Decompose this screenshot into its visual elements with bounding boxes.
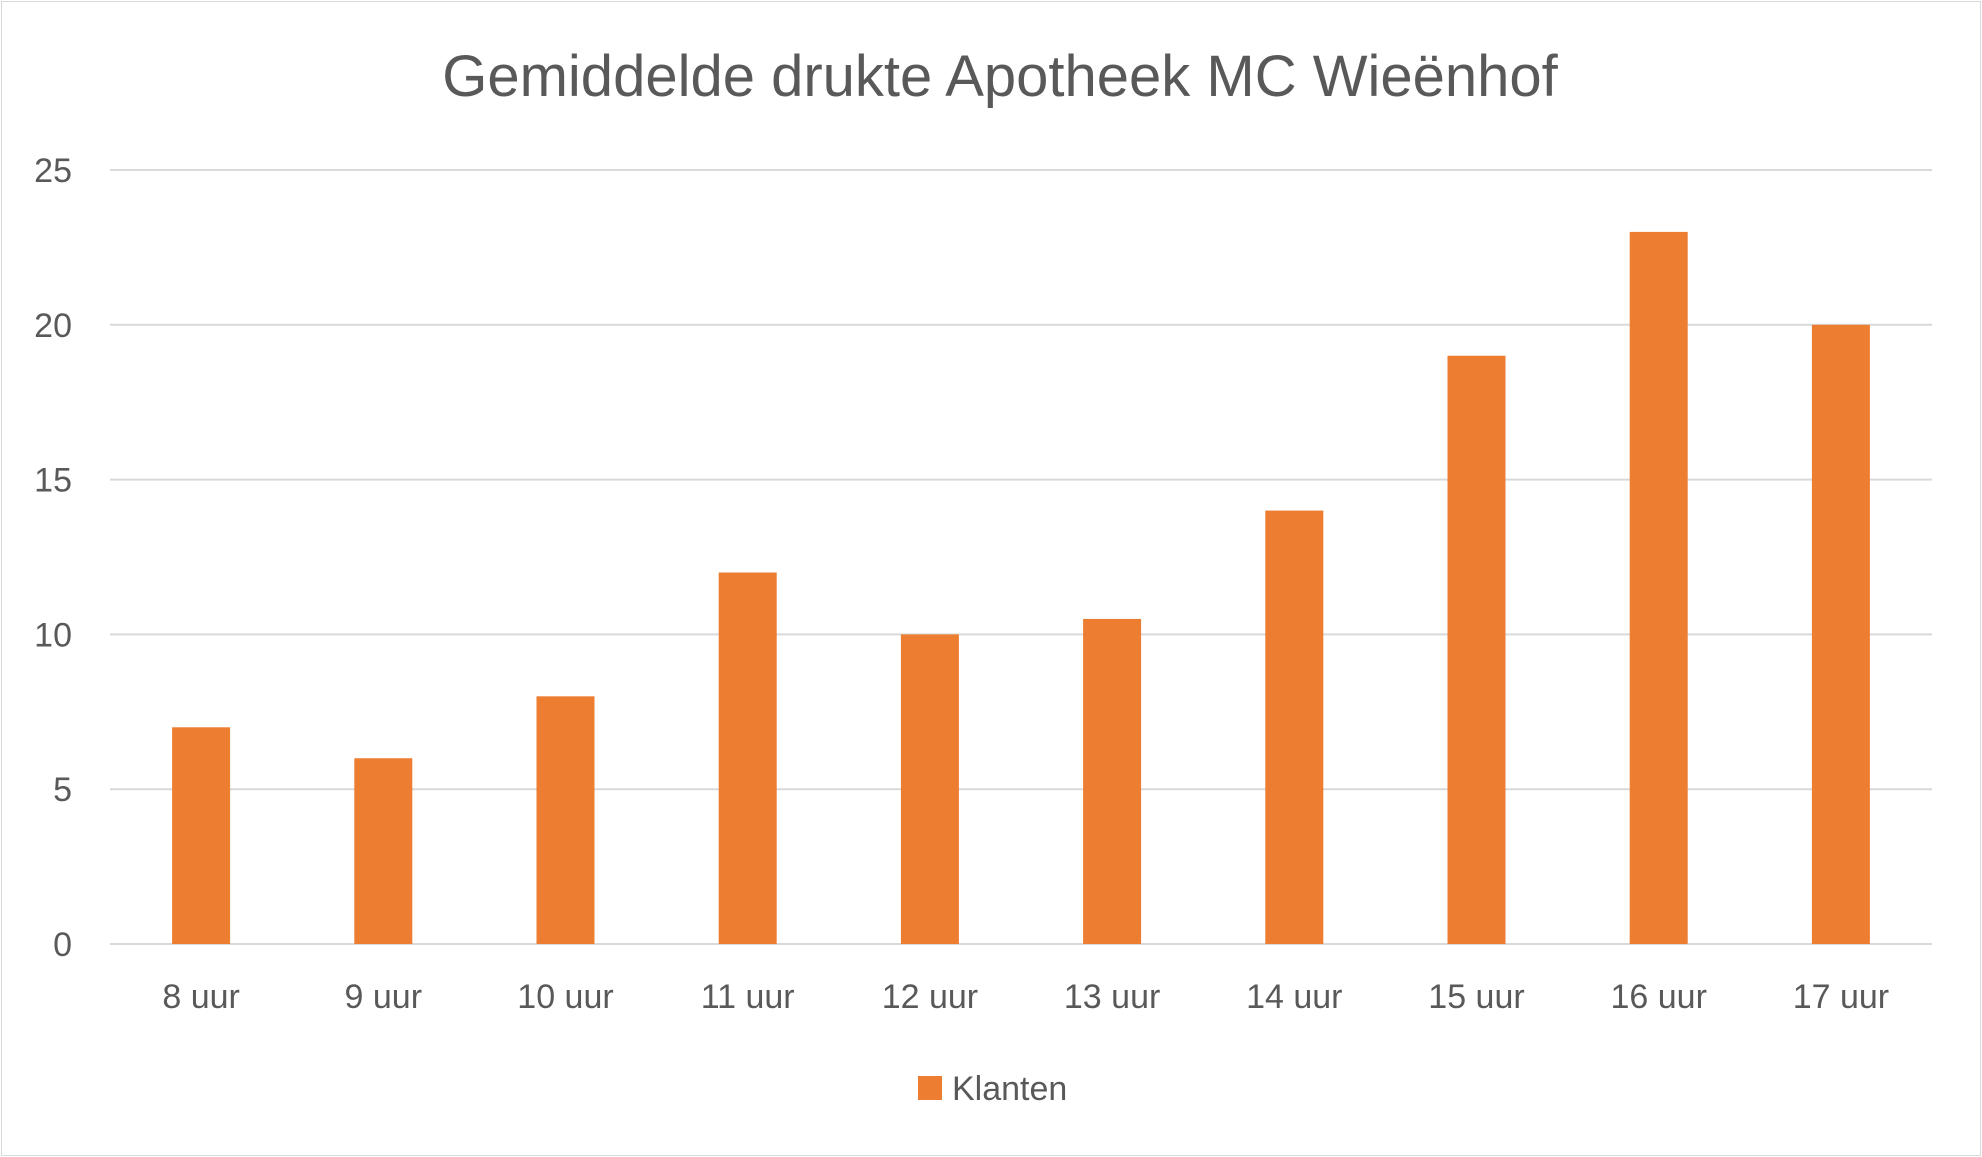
bar-13-uur bbox=[1083, 618, 1142, 944]
gridlines bbox=[110, 169, 1932, 945]
y-tick-label: 10 bbox=[34, 616, 72, 654]
x-tick-label: 9 uur bbox=[345, 978, 423, 1016]
bar-8-uur bbox=[172, 727, 231, 944]
y-tick-label: 25 bbox=[34, 152, 72, 190]
x-tick-label: 15 uur bbox=[1428, 978, 1524, 1016]
x-tick-label: 13 uur bbox=[1064, 978, 1160, 1016]
x-tick-label: 16 uur bbox=[1610, 978, 1706, 1016]
chart-title: Gemiddelde drukte Apotheek MC Wieënhof bbox=[442, 44, 1558, 109]
y-tick-label: 0 bbox=[53, 926, 72, 964]
bar-10-uur bbox=[536, 696, 595, 944]
legend-label-klanten: Klanten bbox=[952, 1070, 1067, 1108]
y-tick-label: 15 bbox=[34, 462, 72, 500]
x-tick-label: 11 uur bbox=[701, 978, 795, 1016]
bars bbox=[172, 231, 1870, 945]
bar-16-uur bbox=[1629, 231, 1688, 945]
x-tick-label: 17 uur bbox=[1793, 978, 1889, 1016]
x-axis-ticks: 8 uur 9 uur 10 uur 11 uur 12 uur 13 uur 14 uur… bbox=[162, 978, 1889, 1016]
x-tick-label: 14 uur bbox=[1246, 978, 1342, 1016]
x-tick-label: 10 uur bbox=[517, 978, 613, 1016]
bar-14-uur bbox=[1265, 510, 1324, 944]
bar-9-uur bbox=[354, 758, 413, 944]
bar-12-uur bbox=[900, 634, 959, 944]
bar-15-uur bbox=[1447, 355, 1506, 944]
x-tick-label: 12 uur bbox=[882, 978, 978, 1016]
bar-11-uur bbox=[718, 572, 777, 944]
bar-17-uur bbox=[1811, 324, 1870, 944]
x-tick-label: 8 uur bbox=[162, 978, 240, 1016]
y-tick-label: 20 bbox=[34, 307, 72, 345]
legend-swatch-klanten bbox=[918, 1076, 942, 1100]
y-axis-ticks: 0 5 10 15 20 25 bbox=[34, 152, 72, 964]
y-tick-label: 5 bbox=[53, 771, 72, 809]
legend: Klanten bbox=[918, 1070, 1067, 1108]
